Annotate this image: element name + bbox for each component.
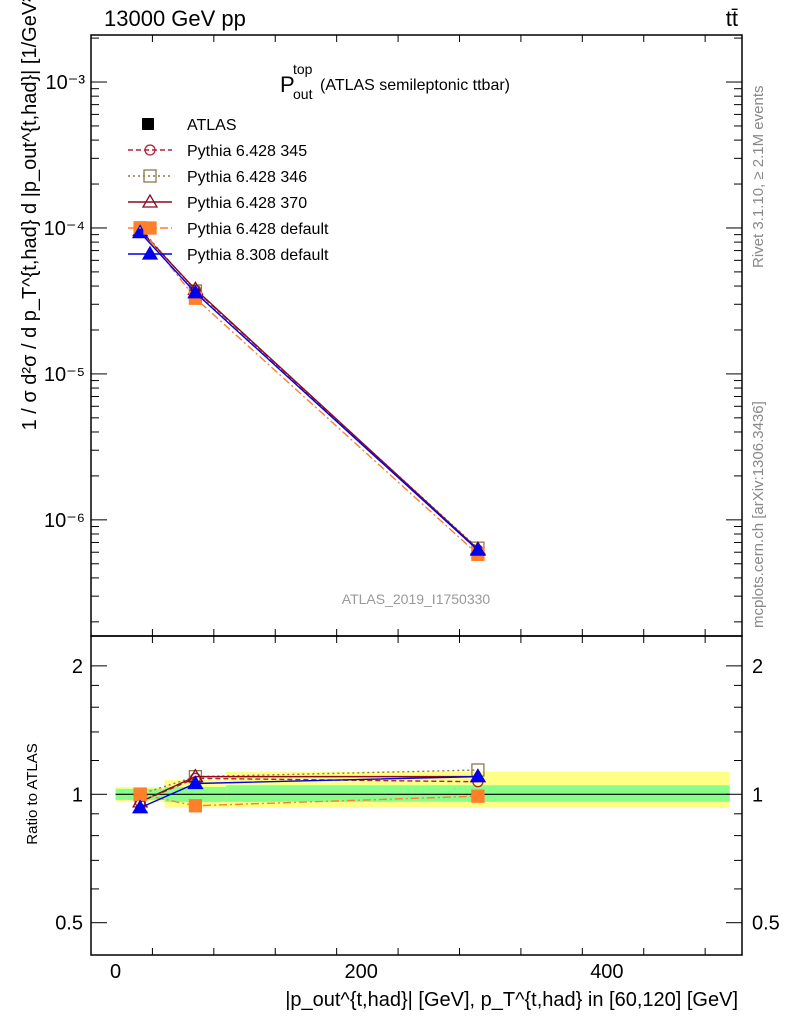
legend-label-p370: Pythia 6.428 370 (187, 195, 307, 212)
ratio-line-p346 (139, 769, 478, 795)
y-tick-label-ratio-right: 1 (752, 784, 763, 806)
y-tick-label-main: 10⁻⁴ (44, 218, 85, 240)
legend-label-atlas: ATLAS (187, 117, 237, 134)
ratio-frame (90, 635, 743, 956)
y-tick-label-ratio-right: 0.5 (752, 913, 780, 935)
ratio-panel: 2 2 1 1 0.5 0.5 (55, 635, 780, 956)
y-axis-label-main: 1 / σ d²σ / d p_T^{t,had} d |p_out^{t,ha… (19, 0, 41, 430)
ratio-point-p6def (133, 787, 147, 801)
series-point-p8def (469, 541, 487, 556)
legend-marker-p345 (144, 144, 156, 156)
rivet-label: Rivet 3.1.10, ≥ 2.1M events (750, 86, 767, 269)
series-line-p346 (139, 227, 479, 549)
y-axis-label-ratio: Ratio to ATLAS (24, 743, 41, 844)
process-label: tt̄ (726, 6, 738, 31)
y-tick-label-main: 10⁻⁶ (44, 510, 85, 532)
y-tick-label-ratio: 0.5 (55, 913, 83, 935)
legend-label-p346: Pythia 6.428 346 (187, 169, 307, 186)
legend-label-p6def: Pythia 6.428 default (187, 221, 329, 238)
legend-marker-p8def (141, 245, 159, 260)
title-sup: top (293, 61, 313, 77)
legend-marker-p6def (143, 221, 157, 235)
energy-label: 13000 GeV pp (104, 6, 246, 31)
x-tick-label: 200 (345, 961, 378, 983)
legend-marker-p370 (141, 193, 159, 208)
ratio-point-p8def (469, 768, 487, 783)
x-tick-label: 0 (110, 961, 121, 983)
y-tick-label-main: 10⁻⁵ (44, 364, 85, 386)
x-tick-label: 400 (590, 961, 623, 983)
y-tick-label-ratio: 2 (72, 656, 83, 678)
series-point-p8def (187, 284, 204, 299)
legend-label-p345: Pythia 6.428 345 (187, 143, 307, 160)
y-tick-label-ratio: 1 (72, 784, 83, 806)
ratio-point-p6def (471, 789, 485, 803)
plot-title: P top out (ATLAS semileptonic ttbar) (280, 61, 510, 102)
ratio-point-p8def (132, 799, 149, 814)
legend-label-p8def: Pythia 8.308 default (187, 247, 329, 264)
analysis-id: ATLAS_2019_I1750330 (342, 591, 491, 607)
legend-marker-p346 (143, 169, 157, 183)
ratio-point-p6def (188, 799, 203, 813)
svg-text:1 / σ d²σ / d p_T^{t,had} d |p: 1 / σ d²σ / d p_T^{t,had} d |p_out^{t,ha… (19, 0, 41, 430)
legend-marker-atlas (142, 118, 154, 130)
title-main: P (280, 72, 295, 97)
y-label-main-text: 1 / σ d²σ / d p_T^{t,had} d |p_out^{t,ha… (19, 0, 41, 430)
legend: ATLAS Pythia 6.428 345 Pythia 6.428 346 Pyt… (128, 117, 329, 264)
y-tick-label-ratio-right: 2 (752, 656, 763, 678)
y-tick-label-main: 10⁻³ (46, 72, 86, 94)
svg-text:P: P (280, 72, 295, 97)
series-line-p6def (139, 227, 479, 555)
title-suffix: (ATLAS semileptonic ttbar) (320, 77, 510, 94)
ratio-line-p6def (139, 793, 478, 807)
title-sub: out (293, 86, 313, 102)
ratio-point-p8def (187, 775, 204, 790)
mcplots-label: mcplots.cern.ch [arXiv:1306.3436] (750, 401, 767, 628)
x-axis-label: |p_out^{t,had}| [GeV], p_T^{t,had} in [6… (285, 989, 738, 1011)
